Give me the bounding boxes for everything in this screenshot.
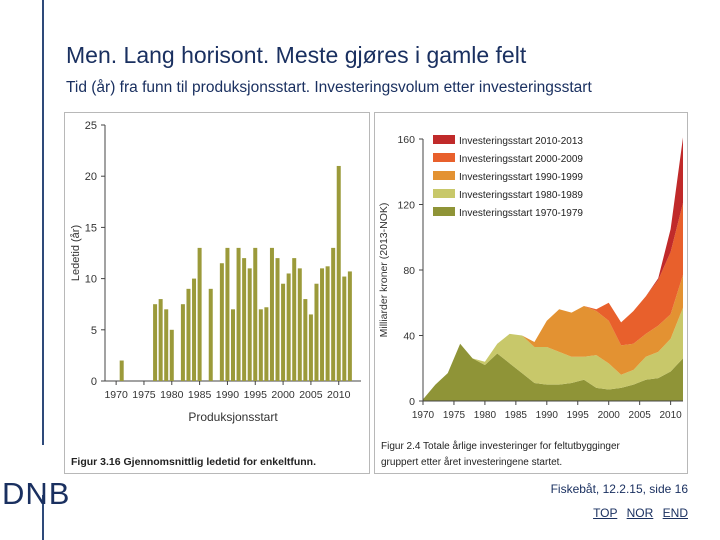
chart-caption-line: gruppert etter året investeringene start… (381, 456, 562, 468)
legend-label: Investeringsstart 2010-2013 (459, 136, 583, 147)
legend-swatch (433, 135, 455, 144)
bar (225, 247, 230, 381)
bar (180, 304, 185, 381)
area-series (423, 307, 683, 400)
legend-swatch (433, 207, 455, 216)
bar (153, 304, 158, 381)
x-tick-label: 1990 (536, 410, 559, 421)
bar (325, 266, 330, 381)
area-chart: 0 40 80 120 160 1970 1975 1980 1985 1990 1995 2000 2… (378, 134, 683, 468)
legend-swatch (433, 153, 455, 162)
legend-label: Investeringsstart 1990-1999 (459, 172, 583, 183)
bar (186, 288, 191, 381)
x-tick-label: 2000 (271, 389, 295, 401)
bar (320, 268, 325, 381)
x-tick-label: 1975 (443, 410, 466, 421)
bar (314, 283, 319, 381)
bar (258, 309, 263, 381)
bar-chart: 0 5 10 15 20 25 1970 1975 1980 1985 1990 1995 2000 20… (70, 120, 361, 468)
x-tick-label: 2010 (659, 410, 682, 421)
legend-label: Investeringsstart 2000-2009 (459, 154, 583, 165)
x-tick-label: 2000 (598, 410, 621, 421)
dnb-logo: DNB (2, 476, 71, 511)
bar (269, 247, 274, 381)
bar (281, 283, 286, 381)
bar (275, 258, 280, 381)
bar (236, 247, 241, 381)
bar (158, 299, 163, 381)
source-text: Fiskebåt, 12.2.15, side 16 (550, 482, 688, 496)
bar (247, 268, 252, 381)
divider-line-top (42, 0, 44, 445)
bar (331, 247, 336, 381)
bar (164, 309, 169, 381)
bar (286, 273, 291, 381)
bar (347, 271, 352, 381)
x-tick-label: 1995 (244, 389, 268, 401)
x-tick-label: 1970 (104, 389, 128, 401)
bar (119, 360, 124, 381)
y-tick-label: 0 (409, 396, 415, 408)
y-tick-label: 0 (91, 376, 97, 388)
legend-swatch (433, 189, 455, 198)
x-tick-label: 1995 (567, 410, 590, 421)
bar (169, 329, 174, 381)
y-tick-label: 120 (397, 200, 415, 212)
y-tick-label: 20 (85, 171, 97, 183)
chart-caption-line: Figur 2.4 Totale årlige investeringer fo… (381, 440, 621, 452)
bar (230, 309, 236, 381)
x-tick-label: 1970 (412, 410, 435, 421)
bar (303, 299, 308, 381)
x-tick-label: 1985 (188, 389, 212, 401)
bar (292, 258, 297, 381)
bar (342, 276, 347, 381)
y-tick-label: 5 (91, 325, 97, 337)
y-axis-label: Milliarder kroner (2013-NOK) (378, 203, 390, 338)
x-tick-label: 2010 (327, 389, 351, 401)
y-tick-label: 80 (403, 265, 415, 277)
x-tick-label: 1990 (216, 389, 240, 401)
y-tick-label: 160 (397, 134, 415, 146)
x-tick-label: 2005 (299, 389, 323, 401)
y-tick-label: 15 (85, 222, 97, 234)
bar (208, 288, 213, 381)
page-title: Men. Lang horisont. Meste gjøres i gamle… (66, 42, 527, 68)
bar (219, 263, 224, 381)
legend-swatch (433, 171, 455, 180)
page-subtitle: Tid (år) fra funn til produksjonsstart. … (66, 79, 592, 96)
bar-chart-panel: 0 5 10 15 20 25 1970 1975 1980 1985 1990 1995 2000 20… (64, 112, 370, 474)
x-tick-label: 1980 (474, 410, 497, 421)
legend-label: Investeringsstart 1980-1989 (459, 190, 583, 201)
area-series (423, 274, 683, 400)
x-tick-label: 1980 (160, 389, 184, 401)
y-axis-label: Ledetid (år) (70, 225, 82, 281)
bar (297, 268, 302, 381)
link-nor[interactable]: NOR (626, 506, 654, 520)
x-tick-label: 1985 (505, 410, 528, 421)
y-tick-label: 40 (403, 331, 415, 343)
divider-line-bottom (42, 495, 44, 540)
bar (192, 278, 197, 381)
bar (336, 165, 341, 381)
link-end[interactable]: END (662, 506, 688, 520)
legend-label: Investeringsstart 1970-1979 (459, 208, 583, 219)
bar (197, 247, 202, 381)
area-series (423, 343, 683, 401)
chart-caption: Figur 3.16 Gjennomsnittlig ledetid for e… (71, 456, 316, 468)
bar (242, 258, 247, 381)
x-tick-label: 2005 (629, 410, 652, 421)
x-tick-label: 1975 (132, 389, 156, 401)
bar (308, 314, 313, 381)
y-tick-label: 25 (85, 120, 97, 132)
bar (264, 307, 269, 381)
bar (253, 247, 258, 381)
x-axis-label: Produksjonsstart (188, 410, 278, 424)
area-chart-panel: 0 40 80 120 160 1970 1975 1980 1985 1990 1995 2000 2… (374, 112, 688, 474)
y-tick-label: 10 (85, 274, 97, 286)
link-top[interactable]: TOP (593, 506, 618, 520)
nav-links: TOP NOR END (587, 506, 688, 520)
